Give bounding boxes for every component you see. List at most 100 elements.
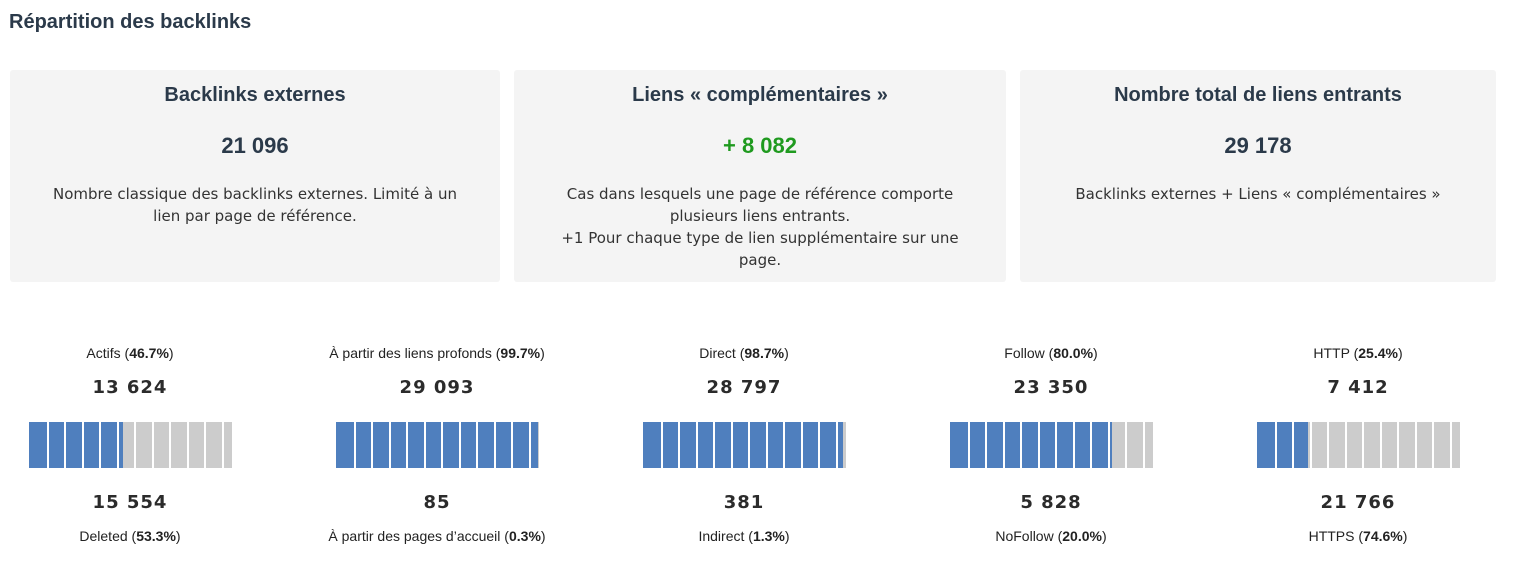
stat-bottom-value: 15 554 [92, 492, 168, 513]
stat-bottom-label: NoFollow (20.0%) [995, 528, 1107, 544]
bar-segment-divider [1414, 422, 1417, 468]
bar-segment-divider [695, 422, 698, 468]
stat-follow-nofollow: Follow (80.0%) 23 350 5 828 NoFollow (20… [931, 335, 1171, 546]
bar-segment-divider [493, 422, 496, 468]
bar-segment-divider [116, 422, 119, 468]
stat-top-value: 13 624 [92, 377, 168, 398]
card-title: Liens « complémentaires » [632, 84, 888, 106]
bar-segment-divider [1361, 422, 1364, 468]
stat-top-label: Direct (98.7%) [699, 345, 789, 361]
ratio-bar-fill [949, 422, 1112, 468]
bar-segment-divider [984, 422, 987, 468]
ratio-bar [335, 422, 539, 468]
bar-segment-divider [1326, 422, 1329, 468]
bar-segment-divider [81, 422, 84, 468]
bar-segment-divider [1396, 422, 1399, 468]
stat-top-label: Actifs (46.7%) [86, 345, 174, 361]
bar-segment-divider [1089, 422, 1092, 468]
bar-segment-divider [221, 422, 224, 468]
bar-segment-divider [98, 422, 101, 468]
bar-segment-divider [510, 422, 513, 468]
bar-segment-divider [353, 422, 356, 468]
stat-bottom-value: 5 828 [1020, 492, 1082, 513]
bar-segment-divider [730, 422, 733, 468]
bar-segment-divider [458, 422, 461, 468]
ratio-bar-fill [642, 422, 843, 468]
stat-direct-indirect: Direct (98.7%) 28 797 381 Indirect (1.3%… [624, 335, 864, 546]
bar-segment-divider [712, 422, 715, 468]
stat-top-value: 23 350 [1013, 377, 1089, 398]
stat-bottom-value: 381 [723, 492, 765, 513]
bar-segment-divider [835, 422, 838, 468]
stat-active-deleted: Actifs (46.7%) 13 624 15 554 Deleted (53… [10, 335, 250, 546]
card-title: Backlinks externes [164, 84, 346, 106]
bar-segment-divider [967, 422, 970, 468]
stat-top-label: Follow (80.0%) [1004, 345, 1098, 361]
bar-segment-divider [1072, 422, 1075, 468]
bar-segment-divider [1344, 422, 1347, 468]
bar-segment-divider [1309, 422, 1312, 468]
ratio-bar-fill [1256, 422, 1309, 468]
bar-segment-divider [528, 422, 531, 468]
bar-segment-divider [782, 422, 785, 468]
card-description: Cas dans lesquels une page de référence … [561, 185, 959, 269]
bar-segment-divider [1291, 422, 1294, 468]
stat-bottom-label: HTTPS (74.6%) [1308, 528, 1408, 544]
bar-segment-divider [1379, 422, 1382, 468]
card-complementary-links: Liens « complémentaires » + 8 082 Cas da… [514, 70, 1006, 282]
card-value: 21 096 [221, 133, 289, 158]
bar-segment-divider [817, 422, 820, 468]
stat-top-value: 29 093 [399, 377, 475, 398]
card-value: + 8 082 [722, 133, 797, 158]
bar-segment-divider [151, 422, 154, 468]
card-description: Backlinks externes + Liens « complémenta… [1075, 185, 1441, 203]
bar-segment-divider [1002, 422, 1005, 468]
stat-deep-homepage: À partir des liens profonds (99.7%) 29 0… [317, 335, 557, 546]
card-description: Nombre classique des backlinks externes.… [53, 185, 457, 225]
bar-segment-divider [405, 422, 408, 468]
ratio-bar [28, 422, 232, 468]
ratio-bar [1256, 422, 1460, 468]
stat-bottom-label: Deleted (53.3%) [79, 528, 181, 544]
bar-segment-divider [63, 422, 66, 468]
card-external-backlinks: Backlinks externes 21 096 Nombre classiq… [10, 70, 500, 282]
bar-segment-divider [1142, 422, 1145, 468]
bar-segment-divider [440, 422, 443, 468]
stat-top-label: À partir des liens profonds (99.7%) [329, 345, 545, 361]
stat-bottom-label: À partir des pages d’accueil (0.3%) [328, 528, 546, 544]
stat-top-value: 28 797 [706, 377, 782, 398]
bar-segment-divider [747, 422, 750, 468]
bar-segment-divider [46, 422, 49, 468]
bar-segment-divider [660, 422, 663, 468]
stat-top-value: 7 412 [1327, 377, 1389, 398]
stat-bottom-label: Indirect (1.3%) [698, 528, 790, 544]
bar-segment-divider [186, 422, 189, 468]
bar-segment-divider [1449, 422, 1452, 468]
bar-segment-divider [203, 422, 206, 468]
bar-segment-divider [1274, 422, 1277, 468]
bar-segment-divider [168, 422, 171, 468]
bar-segment-divider [1019, 422, 1022, 468]
stat-bottom-value: 21 766 [1320, 492, 1396, 513]
stat-http-https: HTTP (25.4%) 7 412 21 766 HTTPS (74.6%) [1238, 335, 1478, 546]
bar-segment-divider [388, 422, 391, 468]
ratio-bar-fill [28, 422, 124, 468]
card-total-incoming-links: Nombre total de liens entrants 29 178 Ba… [1020, 70, 1496, 282]
bar-segment-divider [1054, 422, 1057, 468]
bar-segment-divider [1431, 422, 1434, 468]
bar-segment-divider [1124, 422, 1127, 468]
bar-segment-divider [677, 422, 680, 468]
bar-segment-divider [475, 422, 478, 468]
card-title: Nombre total de liens entrants [1114, 84, 1402, 106]
page-title: Répartition des backlinks [9, 11, 252, 33]
stat-top-label: HTTP (25.4%) [1313, 345, 1403, 361]
bar-segment-divider [1037, 422, 1040, 468]
ratio-bar-fill [335, 422, 538, 468]
bar-segment-divider [1107, 422, 1110, 468]
card-value: 29 178 [1224, 133, 1292, 158]
ratio-bar [949, 422, 1153, 468]
bar-segment-divider [133, 422, 136, 468]
ratio-bar [642, 422, 846, 468]
bar-segment-divider [423, 422, 426, 468]
bar-segment-divider [800, 422, 803, 468]
